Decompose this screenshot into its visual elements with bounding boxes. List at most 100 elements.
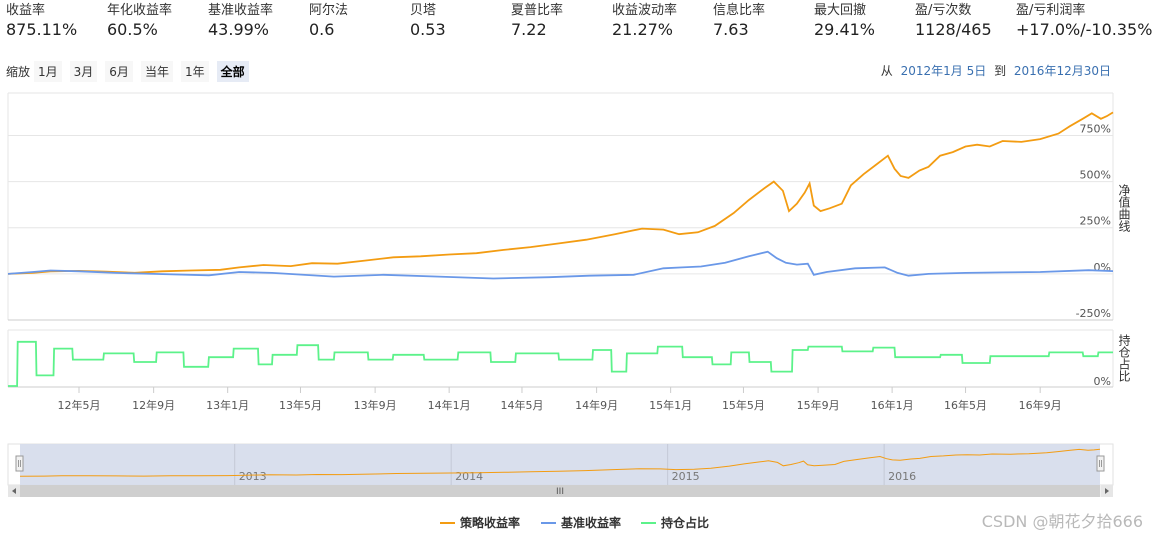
legend: 策略收益率 基准收益率 持仓占比 bbox=[0, 514, 1159, 530]
x-tick-label: 16年1月 bbox=[871, 398, 914, 412]
zoom-label: 缩放 bbox=[6, 64, 31, 79]
zoom-button-all[interactable]: 全部 bbox=[216, 60, 249, 82]
position-y-axis-title: 持仓占比 bbox=[1117, 333, 1131, 383]
stat-label: 最大回撤 bbox=[814, 3, 867, 18]
stat-5: 夏普比率 7.22 bbox=[511, 2, 563, 40]
performance-chart: 750%500%250%0%-250% 净值曲线 0% 持仓占比 12年5月 12… bbox=[7, 92, 1131, 497]
scrollbar-grip[interactable]: III bbox=[556, 487, 564, 497]
strategy-return-line bbox=[7, 111, 1114, 275]
x-tick-label: 12年9月 bbox=[132, 398, 175, 412]
x-tick-label: 16年9月 bbox=[1019, 398, 1062, 412]
zoom-button-ytd[interactable]: 当年 bbox=[140, 60, 173, 82]
legend-item-1[interactable]: 基准收益率 bbox=[541, 514, 621, 531]
stat-4: 贝塔 0.53 bbox=[410, 2, 446, 40]
legend-swatch bbox=[541, 521, 556, 524]
navigator-year-label: 2013 bbox=[239, 470, 267, 483]
stat-value: +17.0%/-10.35% bbox=[1016, 20, 1153, 39]
stat-label: 夏普比率 bbox=[511, 3, 564, 18]
scrollbar-right-arrow[interactable] bbox=[1101, 485, 1113, 497]
main-y-axis-title: 净值曲线 bbox=[1117, 184, 1131, 232]
stat-9: 盈/亏次数 1128/465 bbox=[915, 2, 992, 40]
navigator-series bbox=[19, 448, 1101, 477]
stat-value: 0.6 bbox=[309, 20, 335, 39]
main-series-lines bbox=[7, 111, 1114, 280]
navigator-year-label: 2014 bbox=[455, 470, 483, 483]
range-from-label: 从 bbox=[880, 64, 893, 78]
navigator-strategy-line bbox=[19, 448, 1101, 477]
date-range: 从 2012年1月 5日 到 2016年12月30日 bbox=[881, 62, 1115, 79]
stat-2: 基准收益率 43.99% bbox=[208, 2, 273, 40]
navigator-year-label: 2015 bbox=[672, 470, 700, 483]
x-axis-ticks: 12年5月 12年9月 13年1月 13年5月 13年9月 14年1月 14年5月 14年9月… bbox=[57, 387, 1062, 412]
range-to-input[interactable]: 2016年12月30日 bbox=[1013, 64, 1111, 78]
stat-label: 阿尔法 bbox=[309, 3, 349, 18]
legend-item-0[interactable]: 策略收益率 bbox=[440, 514, 520, 531]
stat-6: 收益波动率 21.27% bbox=[612, 2, 677, 40]
stat-value: 1128/465 bbox=[915, 20, 992, 39]
stat-value: 43.99% bbox=[208, 20, 270, 39]
stat-label: 年化收益率 bbox=[107, 3, 173, 18]
x-tick-label: 14年1月 bbox=[428, 398, 471, 412]
range-from-input[interactable]: 2012年1月 5日 bbox=[900, 64, 987, 78]
x-tick-label: 13年1月 bbox=[206, 398, 249, 412]
main-y-tick-label: 750% bbox=[1080, 122, 1111, 135]
x-tick-label: 13年9月 bbox=[354, 398, 397, 412]
stat-value: 7.22 bbox=[511, 20, 547, 39]
stat-label: 收益波动率 bbox=[612, 3, 678, 18]
scrollbar-left-arrow[interactable] bbox=[8, 485, 20, 497]
legend-label: 策略收益率 bbox=[460, 516, 521, 530]
stats-bar: 收益率 875.11% 年化收益率 60.5% 基准收益率 43.99% 阿尔法 0.6 贝塔 0… bbox=[0, 2, 1159, 42]
x-tick-label: 14年9月 bbox=[575, 398, 618, 412]
navigator-year-label: 2016 bbox=[888, 470, 916, 483]
stat-label: 盈/亏次数 bbox=[915, 3, 972, 18]
stat-value: 875.11% bbox=[6, 20, 78, 39]
main-y-tick-label: -250% bbox=[1076, 307, 1111, 320]
watermark: CSDN @朝花夕拾666 bbox=[981, 512, 1143, 531]
zoom-button-1y[interactable]: 1年 bbox=[180, 60, 209, 82]
stat-value: 7.63 bbox=[713, 20, 749, 39]
stat-7: 信息比率 7.63 bbox=[713, 2, 765, 40]
stat-label: 盈/亏利润率 bbox=[1016, 3, 1086, 18]
stat-10: 盈/亏利润率 +17.0%/-10.35% bbox=[1016, 2, 1152, 40]
navigator-left-handle[interactable] bbox=[15, 455, 24, 472]
stat-0: 收益率 875.11% bbox=[6, 2, 77, 40]
legend-swatch bbox=[440, 521, 455, 524]
benchmark-return-line bbox=[7, 250, 1114, 280]
zoom-button-3m[interactable]: 3月 bbox=[69, 60, 98, 82]
legend-label: 持仓占比 bbox=[661, 516, 710, 530]
x-tick-label: 13年5月 bbox=[279, 398, 322, 412]
legend-swatch bbox=[641, 521, 656, 524]
stat-label: 收益率 bbox=[6, 3, 46, 18]
main-y-tick-label: 0% bbox=[1094, 261, 1111, 274]
x-tick-label: 16年5月 bbox=[944, 398, 987, 412]
position-series-line bbox=[8, 340, 1113, 387]
navigator-selection[interactable] bbox=[20, 444, 1100, 485]
x-tick-label: 14年5月 bbox=[500, 398, 543, 412]
stat-label: 信息比率 bbox=[713, 3, 766, 18]
main-y-tick-label: 500% bbox=[1080, 169, 1111, 182]
x-tick-label: 15年1月 bbox=[649, 398, 692, 412]
stat-value: 0.53 bbox=[410, 20, 446, 39]
legend-label: 基准收益率 bbox=[561, 516, 622, 530]
legend-item-2[interactable]: 持仓占比 bbox=[641, 514, 709, 531]
navigator-right-handle[interactable] bbox=[1096, 455, 1105, 472]
main-gridlines bbox=[8, 134, 1113, 321]
main-y-tick-labels: 750% 500% 250% 0% -250% bbox=[1076, 122, 1111, 320]
stat-value: 60.5% bbox=[107, 20, 158, 39]
main-y-tick-label: 250% bbox=[1080, 215, 1111, 228]
position-ratio-line bbox=[8, 340, 1113, 387]
x-tick-label: 15年9月 bbox=[797, 398, 840, 412]
zoom-button-6m[interactable]: 6月 bbox=[105, 60, 133, 82]
x-tick-label: 15年5月 bbox=[722, 398, 765, 412]
stat-value: 29.41% bbox=[814, 20, 876, 39]
zoom-button-1m[interactable]: 1月 bbox=[34, 60, 62, 82]
scrollbar-thumb[interactable] bbox=[20, 485, 1100, 497]
position-y-tick-0: 0% bbox=[1094, 375, 1111, 388]
stat-3: 阿尔法 0.6 bbox=[309, 2, 348, 40]
stat-label: 贝塔 bbox=[410, 3, 437, 18]
range-to-label: 到 bbox=[994, 64, 1007, 78]
x-tick-label: 12年5月 bbox=[57, 398, 100, 412]
stat-label: 基准收益率 bbox=[208, 3, 274, 18]
zoom-bar: 缩放 1月 3月 6月 当年 1年 全部 bbox=[6, 60, 257, 82]
stat-value: 21.27% bbox=[612, 20, 674, 39]
